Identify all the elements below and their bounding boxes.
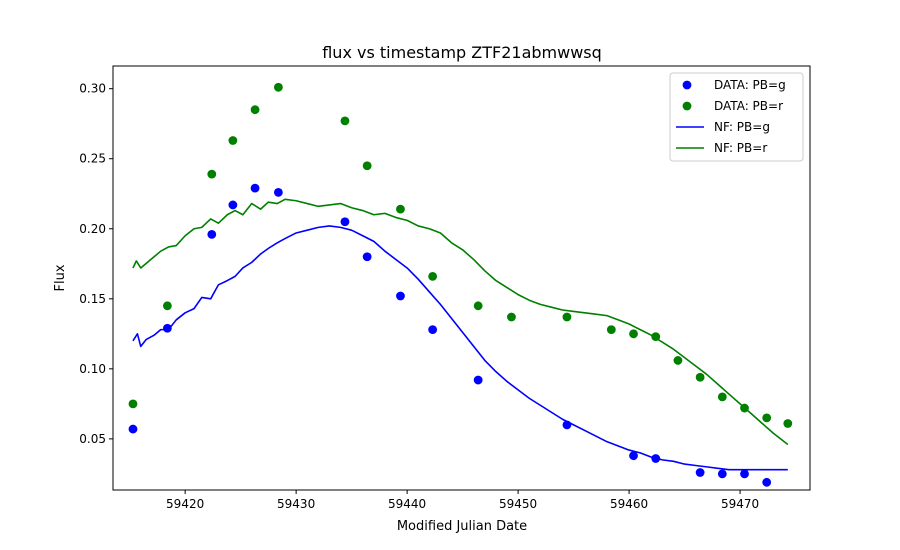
data-point-r (473, 301, 483, 311)
data-point-r (340, 116, 350, 126)
data-point-r (507, 312, 516, 322)
data-point-r (762, 413, 772, 423)
chart-title: flux vs timestamp ZTF21abmwwsq (322, 43, 602, 62)
x-tick-label: 59430 (277, 497, 315, 511)
data-point-r (629, 329, 638, 339)
line-series-g (132, 225, 788, 471)
legend-label: NF: PB=g (714, 120, 770, 134)
data-point-g (228, 200, 238, 210)
data-point-r (673, 356, 683, 365)
data-point-g (473, 375, 483, 385)
y-tick-label: 0.10 (79, 362, 106, 376)
y-axis: 0.05 0.10 0.15 0.20 0.25 0.30 (79, 82, 113, 446)
data-point-g (740, 469, 749, 479)
data-point-g (629, 451, 638, 461)
data-point-r (783, 419, 793, 428)
data-point-g (695, 468, 705, 477)
data-point-r (273, 82, 283, 92)
data-point-g (762, 477, 772, 487)
data-point-g (562, 420, 572, 430)
data-point-g (717, 469, 727, 479)
data-point-r (396, 204, 405, 214)
data-point-r (717, 392, 727, 402)
data-point-r (651, 332, 661, 342)
x-tick-label: 59470 (721, 497, 759, 511)
x-axis: 59420 59430 59440 59450 59460 59470 (166, 490, 759, 511)
legend: DATA: PB=g DATA: PB=r NF: PB=g NF: PB=r (669, 72, 804, 162)
legend-marker (682, 101, 692, 111)
y-tick-label: 0.30 (79, 82, 106, 96)
x-tick-label: 59440 (388, 497, 426, 511)
x-tick-label: 59460 (610, 497, 648, 511)
y-tick-label: 0.15 (79, 292, 106, 306)
y-tick-label: 0.25 (79, 152, 106, 166)
data-point-r (228, 136, 238, 145)
data-point-r (207, 169, 217, 179)
data-point-r (695, 372, 705, 382)
legend-label: DATA: PB=g (714, 78, 786, 92)
axes-frame (112, 65, 811, 491)
data-point-g (428, 325, 438, 335)
data-point-r (128, 399, 138, 409)
data-point-r (250, 105, 260, 115)
data-point-g (250, 183, 260, 193)
legend-box (669, 72, 804, 162)
data-point-r (606, 325, 616, 335)
data-point-r (362, 161, 372, 171)
line-series-r (132, 198, 789, 446)
data-point-g (162, 323, 172, 333)
plot-area (128, 82, 793, 487)
y-axis-label: Flux (53, 264, 68, 291)
y-tick-label: 0.05 (79, 432, 106, 446)
data-point-r (162, 301, 172, 311)
x-tick-label: 59420 (166, 497, 204, 511)
legend-label: NF: PB=r (714, 141, 767, 155)
y-tick-label: 0.20 (79, 222, 106, 236)
data-point-g (273, 187, 283, 197)
data-point-r (428, 271, 438, 281)
legend-marker (682, 80, 692, 90)
data-point-r (562, 312, 572, 322)
data-point-g (128, 424, 138, 434)
data-point-g (207, 229, 217, 239)
data-point-g (362, 252, 372, 262)
data-point-g (340, 217, 350, 227)
x-axis-label: Modified Julian Date (397, 519, 527, 534)
data-point-g (651, 454, 661, 463)
x-tick-label: 59450 (499, 497, 537, 511)
data-point-g (396, 291, 405, 301)
legend-label: DATA: PB=r (714, 99, 783, 113)
data-point-r (740, 403, 749, 413)
